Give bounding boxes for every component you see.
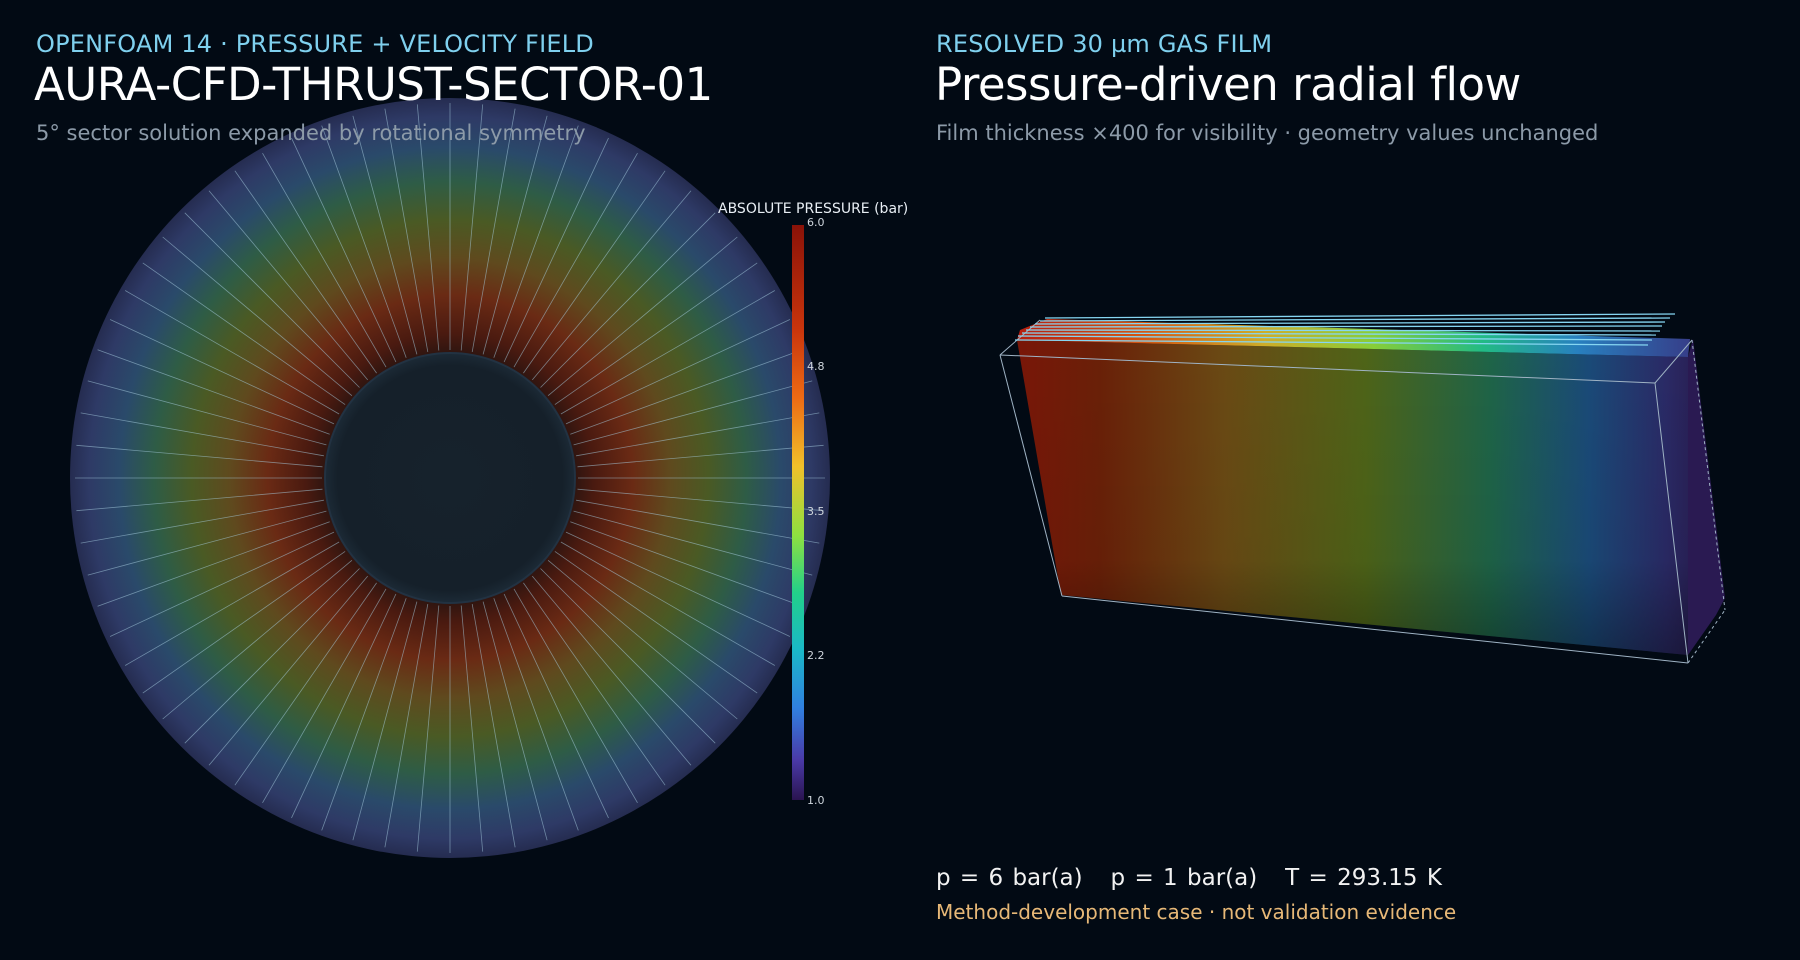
streamline <box>503 137 609 363</box>
colorbar-title: ABSOLUTE PRESSURE (bar) <box>718 201 909 217</box>
streamline <box>513 588 638 803</box>
left-page-title: AURA-CFD-THRUST-SECTOR-01 <box>34 58 713 111</box>
streamline <box>124 290 340 415</box>
right-eyebrow: RESOLVED 30 µm GAS FILM <box>936 30 1273 58</box>
streamline <box>573 510 813 576</box>
pressure-colorbar <box>792 225 804 800</box>
right-page-title: Pressure-driven radial flow <box>935 58 1521 111</box>
streamline <box>234 582 377 786</box>
streamline <box>124 541 340 666</box>
streamline <box>523 582 666 786</box>
streamline <box>87 510 327 576</box>
streamline <box>208 575 369 766</box>
streamline <box>565 531 791 637</box>
streamline <box>577 444 824 468</box>
streamline <box>503 593 609 819</box>
streamline <box>76 488 323 512</box>
streamline <box>80 412 324 457</box>
streamline <box>162 559 353 720</box>
colorbar-tick: 3.5 <box>807 505 825 518</box>
streamline <box>142 551 346 694</box>
streamline <box>208 190 369 381</box>
disclaimer-note: Method-development case · not validation… <box>936 900 1457 924</box>
film-side-face <box>1688 339 1725 655</box>
left-eyebrow: OPENFOAM 14 · PRESSURE + VELOCITY FIELD <box>36 30 594 58</box>
streamline <box>560 541 775 666</box>
film-front-shade <box>1017 340 1688 655</box>
streamline <box>460 104 484 351</box>
streamline <box>554 262 758 405</box>
streamline <box>547 236 738 397</box>
streamline <box>384 108 429 352</box>
streamline <box>471 108 516 352</box>
streamline <box>352 115 418 355</box>
streamline <box>573 380 813 446</box>
streamline <box>184 212 360 388</box>
streamline <box>162 236 353 397</box>
streamline <box>577 488 824 512</box>
streamline <box>570 349 803 435</box>
streamline <box>184 568 360 744</box>
streamline <box>540 568 716 744</box>
gas-film-3d-view <box>999 313 1726 664</box>
streamline <box>523 170 666 374</box>
inner-hub <box>324 352 576 604</box>
streamline <box>109 531 335 637</box>
streamline <box>576 412 820 457</box>
streamline <box>513 152 638 368</box>
streamline <box>531 575 692 766</box>
streamline <box>142 262 346 405</box>
boundary-conditions: p = 6 bar(a) p = 1 bar(a) T = 293.15 K <box>936 865 1442 891</box>
streamline <box>321 598 407 831</box>
streamline <box>97 349 330 435</box>
streamline <box>291 137 397 363</box>
streamline <box>416 104 440 351</box>
colorbar-tick: 4.8 <box>807 360 825 373</box>
velocity-vectors <box>1014 313 1676 346</box>
streamline <box>384 604 429 848</box>
pressure-disc <box>70 98 830 858</box>
streamline <box>547 559 738 720</box>
right-subtitle: Film thickness ×400 for visibility · geo… <box>936 121 1599 145</box>
streamline <box>531 190 692 381</box>
streamline <box>321 125 407 358</box>
left-subtitle: 5° sector solution expanded by rotationa… <box>36 121 586 145</box>
streamline <box>560 290 775 415</box>
colorbar-gradient <box>792 225 804 800</box>
streamline <box>76 444 323 468</box>
streamline <box>234 170 377 374</box>
streamline <box>471 604 516 848</box>
colorbar-tick: 1.0 <box>807 794 825 807</box>
streamline <box>97 521 330 607</box>
streamline <box>262 152 387 368</box>
streamline <box>352 601 418 841</box>
colorbar-tick: 6.0 <box>807 216 825 229</box>
streamline <box>482 115 548 355</box>
streamline <box>540 212 716 388</box>
streamline <box>87 380 327 446</box>
streamline <box>291 593 397 819</box>
streamline <box>482 601 548 841</box>
colorbar-tick: 2.2 <box>807 649 825 662</box>
streamline <box>460 605 484 852</box>
streamline <box>493 125 579 358</box>
streamline <box>570 521 803 607</box>
streamline <box>565 319 791 425</box>
velocity-streamlines <box>75 103 825 853</box>
streamline <box>262 588 387 803</box>
streamline <box>109 319 335 425</box>
streamline <box>576 499 820 544</box>
streamline <box>493 598 579 831</box>
streamline <box>416 605 440 852</box>
streamline <box>80 499 324 544</box>
streamline <box>554 551 758 694</box>
bounding-box-edges <box>999 319 1726 664</box>
